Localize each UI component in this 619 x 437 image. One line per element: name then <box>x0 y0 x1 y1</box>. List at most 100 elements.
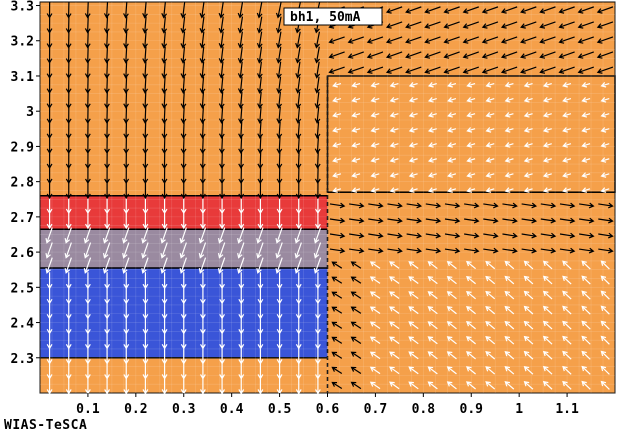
vector-arrow <box>562 172 572 178</box>
vector-arrow <box>465 336 476 345</box>
vector-arrow <box>237 242 245 259</box>
vector-arrow <box>331 261 343 269</box>
vector-arrow <box>369 336 381 345</box>
vector-arrow <box>199 76 206 94</box>
vector-arrow <box>581 335 591 345</box>
vector-arrow <box>502 232 518 239</box>
vector-arrow <box>485 305 496 315</box>
vector-arrow <box>581 290 591 300</box>
vector-arrow <box>295 347 302 365</box>
vector-arrow <box>329 202 346 209</box>
vector-arrow <box>466 172 476 178</box>
y-tick-label: 2.7 <box>11 211 34 226</box>
vector-arrow <box>256 16 263 34</box>
vector-arrow <box>179 227 187 244</box>
vector-arrow <box>331 381 343 389</box>
vector-arrow <box>504 127 514 133</box>
vector-arrow <box>540 202 557 209</box>
y-tick-label: 3 <box>26 105 34 120</box>
vector-arrow <box>427 157 437 163</box>
vector-arrow <box>142 212 149 230</box>
vector-arrow <box>200 212 206 230</box>
vector-arrow <box>408 336 419 345</box>
vector-arrow <box>581 127 591 133</box>
vector-arrow <box>219 302 225 320</box>
vector-arrow <box>539 36 556 44</box>
vector-arrow <box>485 97 495 103</box>
vector-arrow <box>600 335 610 345</box>
vector-arrow <box>104 136 110 155</box>
y-axis: 2.3 2.4 2.5 2.6 2.7 2.8 2.9 3 3.1 3.2 3.3 <box>11 0 40 367</box>
vector-arrow <box>504 97 514 103</box>
vector-arrow <box>257 121 264 139</box>
vector-arrow <box>389 291 400 299</box>
vector-arrow <box>562 112 572 118</box>
vector-arrow <box>521 202 538 209</box>
vector-arrow <box>577 6 594 14</box>
vector-arrow <box>504 290 515 300</box>
vector-arrow <box>161 332 168 350</box>
vector-arrow <box>542 305 553 315</box>
vector-arrow <box>520 6 537 14</box>
vector-arrow <box>142 377 149 395</box>
chart-title: bh1, 50mA <box>283 7 383 26</box>
vector-arrow <box>504 350 515 360</box>
chart-title-text: bh1, 50mA <box>290 10 361 25</box>
vector-arrow <box>485 82 495 88</box>
vector-arrow <box>600 112 610 118</box>
vector-arrow <box>294 227 302 244</box>
vector-arrow <box>539 21 556 29</box>
vector-arrow <box>46 151 53 170</box>
vector-arrow <box>104 317 110 335</box>
vector-arrow <box>447 97 457 103</box>
vector-arrow <box>122 227 130 244</box>
vector-arrow <box>161 212 168 230</box>
vector-arrow <box>123 106 130 124</box>
vector-arrow <box>351 127 361 133</box>
vector-arrow <box>581 112 591 118</box>
vector-arrow <box>350 261 362 269</box>
vector-arrow <box>237 76 244 94</box>
vector-arrow <box>542 82 552 88</box>
vector-arrow <box>504 187 514 193</box>
vector-arrow <box>559 247 576 254</box>
x-tick-label: 0.6 <box>316 402 340 417</box>
vector-arrow <box>481 66 499 74</box>
vector-arrow <box>462 6 479 14</box>
vector-arrow <box>596 36 614 44</box>
vector-arrow <box>465 290 476 300</box>
vector-arrow <box>446 381 457 390</box>
vector-arrow <box>238 362 245 380</box>
vector-arrow <box>523 350 534 360</box>
vector-arrow <box>465 260 476 270</box>
vector-arrow <box>123 16 129 34</box>
vector-arrow <box>46 181 53 200</box>
vector-arrow <box>444 232 461 239</box>
vector-arrow <box>161 272 168 290</box>
vector-arrow <box>369 276 381 284</box>
vector-arrow <box>123 31 129 49</box>
vector-arrow <box>349 247 365 254</box>
vector-arrow <box>237 16 244 34</box>
vector-arrow <box>104 347 110 365</box>
vector-arrow <box>581 260 591 270</box>
vector-arrow <box>276 106 283 124</box>
vector-arrow <box>257 166 264 185</box>
vector-arrow <box>351 157 361 163</box>
vector-arrow <box>218 91 225 109</box>
vector-arrow <box>84 136 91 155</box>
vector-arrow <box>558 66 575 74</box>
vector-arrow <box>46 1 53 19</box>
vector-arrow <box>46 302 53 320</box>
vector-arrow <box>46 332 53 350</box>
vector-arrows <box>45 1 614 395</box>
vector-arrow <box>65 181 72 200</box>
vector-arrow <box>46 212 53 230</box>
vector-arrow <box>142 332 149 350</box>
vector-arrow <box>142 181 149 200</box>
vector-arrow <box>485 336 496 345</box>
vector-arrow <box>45 227 53 244</box>
vector-arrow <box>424 66 441 74</box>
vector-arrow <box>558 51 575 59</box>
vector-arrow <box>521 232 538 239</box>
